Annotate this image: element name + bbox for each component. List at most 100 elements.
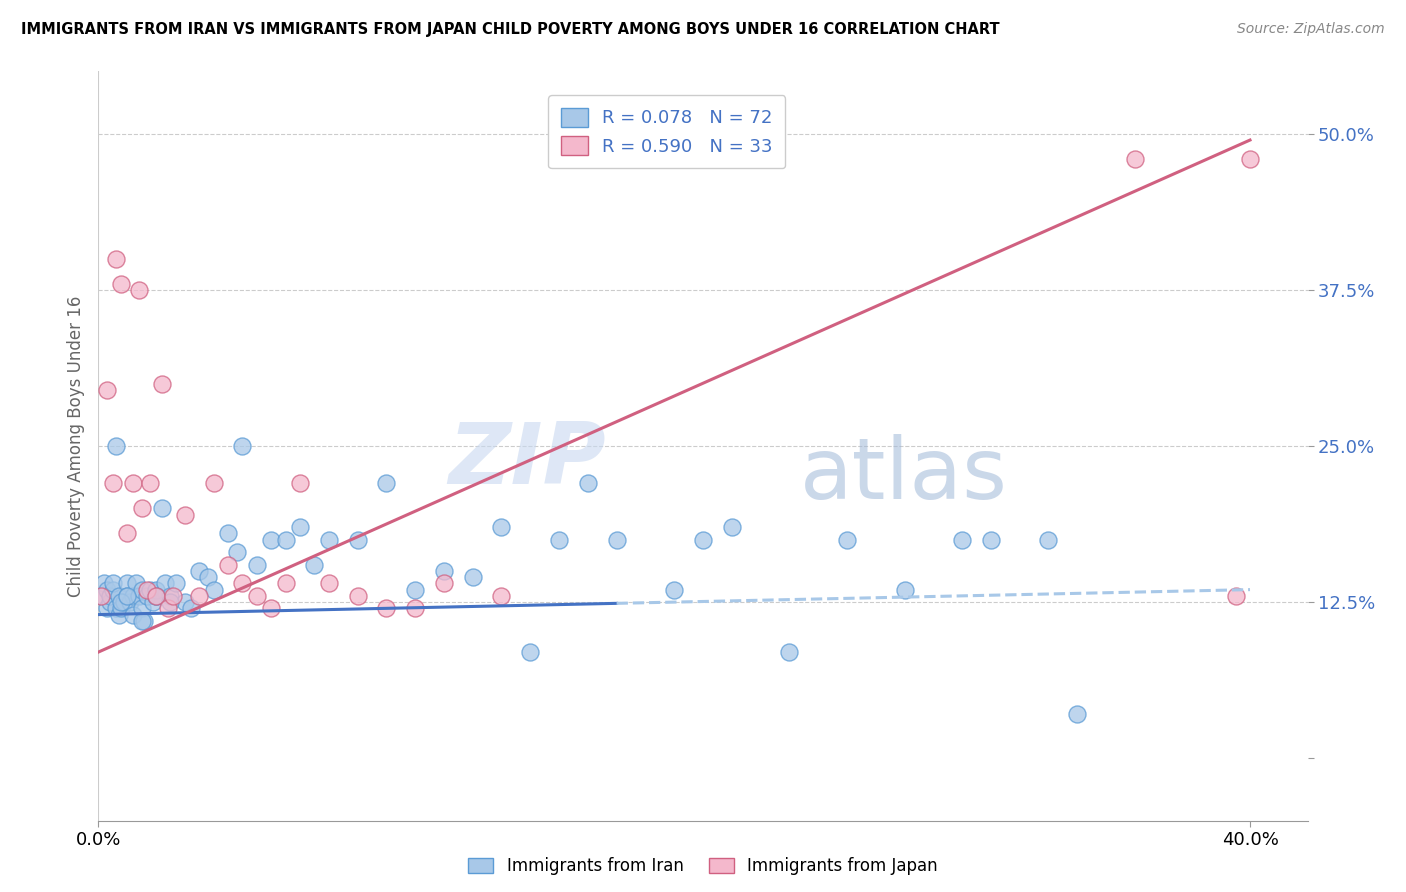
Point [188, 564, 211, 578]
Point [304, 558, 326, 572]
Point [107, 607, 129, 622]
Point [115, 526, 138, 541]
Point [96, 601, 118, 615]
Point [778, 645, 800, 659]
Point [162, 589, 184, 603]
Point [90, 589, 112, 603]
Point [260, 601, 283, 615]
Point [122, 589, 145, 603]
Point [288, 476, 311, 491]
Point [145, 582, 167, 597]
Point [231, 576, 253, 591]
Point [145, 589, 167, 603]
Point [188, 589, 211, 603]
Point [274, 576, 297, 591]
Point [606, 533, 628, 547]
Point [692, 533, 714, 547]
Point [835, 533, 858, 547]
Point [173, 595, 195, 609]
Point [98, 589, 121, 603]
Point [120, 595, 142, 609]
Point [110, 601, 132, 615]
Point [90, 589, 112, 603]
Point [156, 601, 179, 615]
Point [104, 439, 127, 453]
Point [139, 582, 162, 597]
Point [231, 439, 253, 453]
Point [202, 582, 225, 597]
Point [115, 589, 138, 603]
Point [433, 576, 456, 591]
Point [491, 589, 513, 603]
Point [217, 526, 239, 541]
Point [122, 607, 145, 622]
Point [950, 533, 973, 547]
Point [128, 589, 150, 603]
Point [153, 576, 176, 591]
Point [893, 582, 915, 597]
Point [150, 376, 173, 391]
Point [404, 601, 426, 615]
Point [93, 576, 115, 591]
Point [107, 589, 129, 603]
Point [110, 277, 132, 291]
Text: atlas: atlas [800, 434, 1008, 517]
Point [274, 533, 297, 547]
Point [173, 508, 195, 522]
Point [98, 595, 121, 609]
Point [491, 520, 513, 534]
Point [375, 476, 398, 491]
Point [115, 589, 138, 603]
Point [433, 564, 456, 578]
Point [145, 589, 167, 603]
Legend: R = 0.078   N = 72, R = 0.590   N = 33: R = 0.078 N = 72, R = 0.590 N = 33 [548, 95, 786, 169]
Point [217, 558, 239, 572]
Y-axis label: Child Poverty Among Boys Under 16: Child Poverty Among Boys Under 16 [66, 295, 84, 597]
Point [131, 501, 153, 516]
Point [246, 558, 269, 572]
Point [461, 570, 484, 584]
Point [197, 570, 219, 584]
Point [101, 582, 124, 597]
Point [346, 533, 368, 547]
Point [246, 589, 269, 603]
Point [139, 476, 162, 491]
Point [180, 601, 202, 615]
Point [96, 582, 118, 597]
Point [1066, 707, 1088, 722]
Point [288, 520, 311, 534]
Point [1225, 589, 1247, 603]
Point [225, 545, 247, 559]
Point [131, 582, 153, 597]
Legend: Immigrants from Iran, Immigrants from Japan: Immigrants from Iran, Immigrants from Ja… [460, 849, 946, 884]
Point [131, 601, 153, 615]
Point [110, 595, 132, 609]
Point [142, 595, 165, 609]
Point [131, 614, 153, 628]
Point [136, 582, 159, 597]
Point [150, 501, 173, 516]
Point [122, 476, 145, 491]
Point [202, 476, 225, 491]
Point [576, 476, 599, 491]
Point [664, 582, 686, 597]
Point [260, 533, 283, 547]
Point [1123, 152, 1146, 166]
Point [404, 582, 426, 597]
Text: IMMIGRANTS FROM IRAN VS IMMIGRANTS FROM JAPAN CHILD POVERTY AMONG BOYS UNDER 16 : IMMIGRANTS FROM IRAN VS IMMIGRANTS FROM … [21, 22, 1000, 37]
Point [519, 645, 541, 659]
Text: ZIP: ZIP [449, 419, 606, 502]
Point [318, 533, 340, 547]
Point [101, 576, 124, 591]
Point [145, 589, 167, 603]
Point [101, 476, 124, 491]
Point [165, 576, 187, 591]
Point [1239, 152, 1261, 166]
Point [104, 252, 127, 266]
Point [159, 589, 181, 603]
Point [104, 601, 127, 615]
Point [346, 589, 368, 603]
Point [136, 589, 159, 603]
Point [128, 283, 150, 297]
Point [159, 595, 181, 609]
